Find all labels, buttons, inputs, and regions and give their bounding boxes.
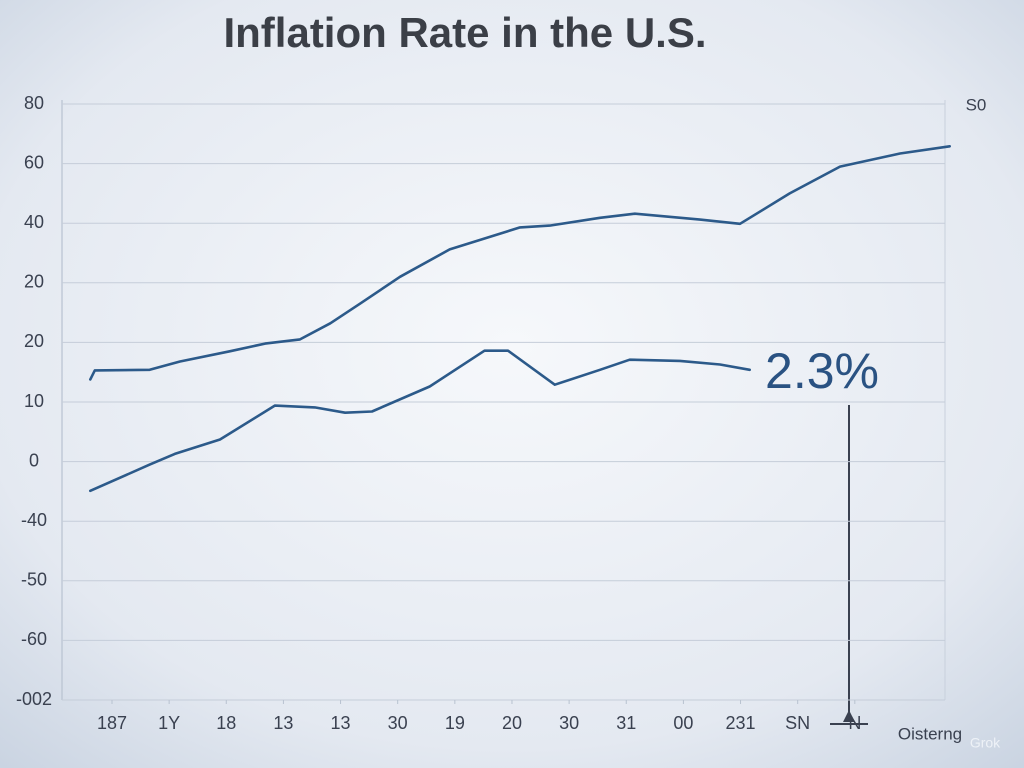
x-tick-label: SN — [785, 713, 810, 733]
x-axis-label: Oisterng — [898, 724, 962, 743]
x-tick-label: N — [848, 713, 861, 733]
y-tick-label: -40 — [21, 510, 47, 530]
x-tick-label: 13 — [273, 713, 293, 733]
y-tick-label: -002 — [16, 689, 52, 709]
x-tick-label: 19 — [445, 713, 465, 733]
x-tick-label: 00 — [673, 713, 693, 733]
y-tick-label: 10 — [24, 391, 44, 411]
y-tick-label: 20 — [24, 272, 44, 292]
y-tick-label: 20 — [24, 331, 44, 351]
line-series — [89, 349, 752, 493]
x-tick-label: 30 — [559, 713, 579, 733]
line-series — [89, 145, 952, 381]
y-tick-label: -50 — [21, 570, 47, 590]
x-tick-label: 18 — [216, 713, 236, 733]
x-tick-label: 20 — [502, 713, 522, 733]
x-tick-label: 187 — [97, 713, 127, 733]
x-tick-label: 231 — [726, 713, 756, 733]
watermark: Grok — [970, 735, 1001, 751]
x-tick-label: 1Y — [158, 713, 180, 733]
x-tick-label: 13 — [331, 713, 351, 733]
y-tick-label: 80 — [24, 93, 44, 113]
x-tick-label: 30 — [388, 713, 408, 733]
y-tick-label: 40 — [24, 212, 44, 232]
annotation: 2.3% — [765, 343, 879, 399]
pointer-marker — [843, 710, 855, 722]
y-tick-label: 0 — [29, 450, 39, 470]
chart-title: Inflation Rate in the U.S. — [223, 9, 706, 56]
y-tick-label: -60 — [21, 629, 47, 649]
x-tick-label: 31 — [616, 713, 636, 733]
y-tick-label: 60 — [24, 152, 44, 172]
y2-label: S0 — [966, 95, 987, 114]
